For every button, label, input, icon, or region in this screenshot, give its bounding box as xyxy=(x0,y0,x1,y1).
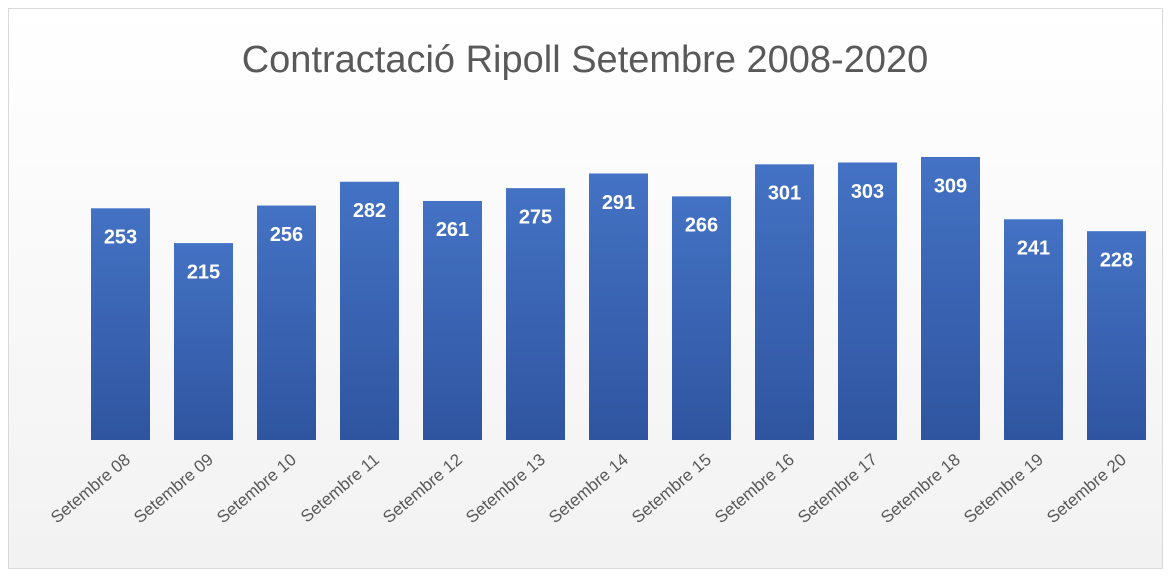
bar xyxy=(423,200,482,440)
data-label: 301 xyxy=(768,183,801,205)
bar xyxy=(91,208,150,440)
data-label: 241 xyxy=(1017,238,1050,260)
data-label: 291 xyxy=(602,192,635,214)
data-label: 266 xyxy=(685,215,718,237)
bar xyxy=(340,181,399,440)
bar xyxy=(755,164,814,441)
bar xyxy=(1004,219,1063,440)
data-label: 215 xyxy=(187,261,220,283)
bar xyxy=(174,243,233,440)
data-label: 253 xyxy=(104,227,137,249)
data-label: 228 xyxy=(1100,249,1133,271)
bar xyxy=(672,196,731,440)
bar xyxy=(921,157,980,440)
bar xyxy=(1087,231,1146,440)
bar xyxy=(506,188,565,440)
data-label: 309 xyxy=(934,175,967,197)
chart-title: Contractació Ripoll Setembre 2008-2020 xyxy=(242,39,929,81)
bar xyxy=(257,205,316,440)
bar xyxy=(838,162,897,440)
data-label: 303 xyxy=(851,181,884,203)
data-label: 275 xyxy=(519,206,552,228)
data-label: 261 xyxy=(436,219,469,241)
bar xyxy=(589,173,648,440)
data-label: 256 xyxy=(270,224,303,246)
data-label: 282 xyxy=(353,200,386,222)
